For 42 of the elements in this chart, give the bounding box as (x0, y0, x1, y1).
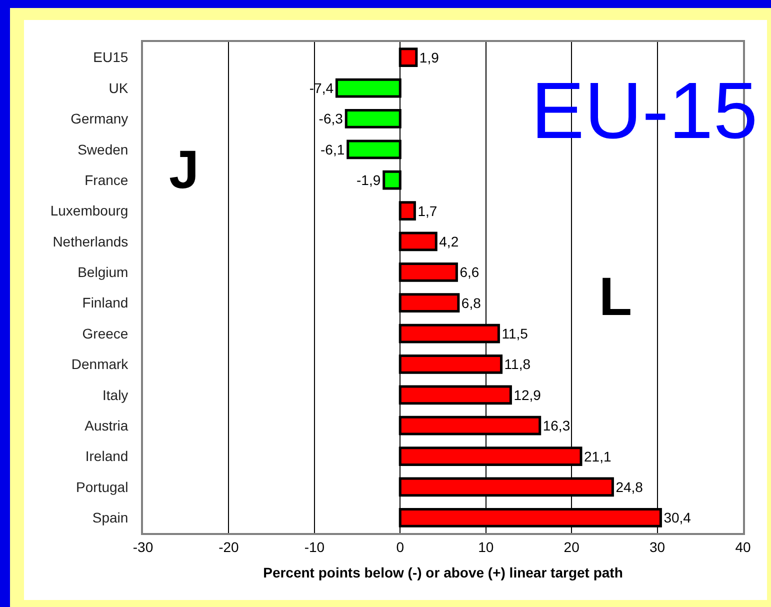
annotation: J (169, 140, 200, 200)
y-tick-label: Denmark (71, 356, 130, 372)
data-label: 16,3 (542, 418, 570, 434)
y-tick-label: Greece (82, 325, 128, 342)
y-tick-label: Germany (70, 110, 128, 127)
data-label: 30,4 (664, 510, 692, 526)
x-tick-label: -10 (304, 538, 325, 555)
data-label: 6,6 (460, 264, 480, 280)
y-tick-label: France (84, 172, 128, 188)
data-label: 21,1 (584, 448, 612, 464)
y-tick-label: UK (108, 80, 129, 96)
data-label: 12,9 (514, 386, 542, 403)
data-label: 6,8 (461, 294, 482, 311)
data-label: -1,9 (356, 172, 381, 188)
y-tick-label: Austria (84, 417, 128, 434)
data-label: 1,7 (418, 202, 438, 219)
data-label: 4,2 (439, 233, 459, 250)
y-tick-label: Finland (82, 294, 128, 311)
y-tick-label: Portugal (76, 478, 128, 495)
x-tick-label: -20 (218, 538, 240, 555)
y-tick-label: Spain (92, 510, 128, 526)
y-tick-label: EU15 (93, 49, 128, 66)
y-tick-label: Netherlands (52, 233, 128, 250)
x-tick-label: 40 (735, 538, 751, 555)
y-tick-label: Sweden (78, 141, 128, 158)
y-tick-label: Belgium (78, 264, 128, 280)
x-tick-label: 0 (396, 538, 404, 555)
data-label: 24,8 (616, 478, 644, 495)
x-tick-label: 30 (650, 538, 666, 555)
x-tick-label: 10 (478, 538, 494, 555)
data-label: 1,9 (419, 49, 440, 66)
data-label: -6,1 (320, 141, 345, 158)
y-tick-label: Ireland (85, 448, 128, 464)
x-axis-title: Percent points below (-) or above (+) linear target path (263, 564, 623, 581)
x-tick-label: -30 (132, 538, 154, 555)
annotation: L (599, 267, 632, 327)
y-tick-label: Luxembourg (50, 202, 128, 219)
data-label: -6,3 (318, 110, 344, 127)
x-tick-label: 20 (564, 538, 580, 555)
data-label: 11,5 (502, 326, 528, 342)
y-tick-label: Italy (102, 386, 128, 403)
data-label: 11,8 (504, 356, 531, 372)
